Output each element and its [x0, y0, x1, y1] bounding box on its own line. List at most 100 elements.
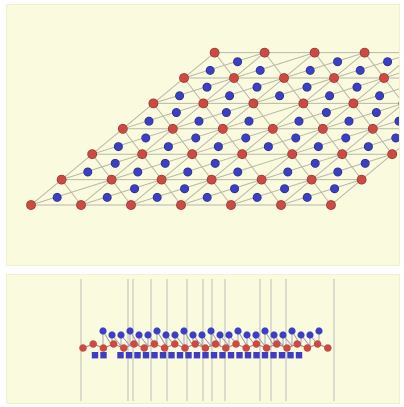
red-atom	[367, 123, 378, 134]
blue-atom	[108, 331, 116, 339]
blue-atom	[91, 352, 99, 359]
red-atom	[259, 47, 270, 58]
blue-atom	[144, 331, 152, 339]
red-atom	[137, 149, 148, 160]
blue-atom	[189, 331, 197, 339]
bond	[283, 52, 315, 79]
blue-atom	[202, 352, 209, 359]
blue-atom	[352, 82, 362, 92]
red-atom	[252, 340, 261, 348]
bond	[214, 52, 235, 79]
blue-atom	[244, 116, 254, 126]
blue-atom	[194, 116, 204, 126]
red-atom	[181, 344, 189, 352]
blue-atom	[383, 57, 393, 67]
bond	[311, 153, 343, 180]
bond	[222, 103, 254, 130]
blue-atom	[102, 192, 112, 202]
guide-lines	[80, 279, 335, 401]
blue-atom	[160, 158, 170, 168]
bond	[111, 179, 132, 206]
red-atom	[256, 174, 267, 185]
blue-atom	[241, 133, 251, 143]
blue-atom	[233, 57, 243, 67]
bond	[172, 128, 193, 155]
bond	[330, 179, 362, 206]
blue-atom	[252, 331, 260, 339]
bond	[383, 64, 399, 79]
blue-atom	[234, 327, 242, 335]
bond	[333, 77, 354, 104]
bond	[311, 179, 332, 206]
red-atom	[248, 98, 259, 109]
bond	[153, 103, 174, 130]
bond	[372, 120, 399, 130]
bond	[372, 106, 399, 130]
bond	[122, 103, 154, 130]
red-atom	[309, 47, 320, 58]
blue-atom	[193, 352, 201, 359]
bond	[203, 103, 224, 130]
blue-atom	[302, 82, 312, 92]
blue-atom	[270, 352, 277, 359]
red-atom	[329, 73, 339, 83]
blue-atom	[291, 133, 301, 143]
bond	[153, 77, 185, 104]
blue-atom	[227, 352, 235, 359]
blue-atom	[252, 192, 262, 202]
red-atom	[56, 174, 67, 185]
bond	[291, 128, 324, 155]
bond	[272, 103, 304, 130]
blue-atom	[294, 116, 304, 126]
blue-atom	[163, 142, 173, 152]
blue-atom	[100, 352, 107, 359]
red-atom	[209, 47, 220, 58]
red-atom	[109, 340, 118, 348]
blue-atom	[183, 167, 193, 177]
red-atom	[156, 174, 167, 185]
red-atom	[206, 174, 217, 185]
blue-atom	[255, 65, 265, 75]
bond	[233, 52, 265, 79]
blue-atom	[243, 331, 251, 339]
blue-atom	[225, 331, 233, 339]
bond	[141, 128, 174, 155]
blue-atom	[355, 65, 365, 75]
blue-atom	[110, 158, 120, 168]
red-atom	[179, 73, 189, 83]
bond	[30, 179, 62, 206]
blue-atom	[168, 352, 175, 359]
bond	[161, 179, 182, 206]
blue-atom	[151, 352, 158, 359]
red-atom	[222, 344, 230, 352]
blue-atom	[244, 352, 252, 359]
bond	[361, 153, 393, 180]
blue-atom	[287, 352, 294, 359]
red-atom	[306, 174, 317, 185]
bond	[341, 153, 362, 180]
blue-atom	[162, 331, 170, 339]
blue-atom	[333, 167, 343, 177]
bond	[372, 128, 393, 155]
red-atom	[293, 340, 302, 348]
red-atom	[198, 98, 209, 109]
blue-atom	[153, 327, 161, 335]
red-atom	[356, 174, 367, 185]
red-atom	[130, 340, 138, 348]
bond	[291, 153, 312, 180]
red-atom	[167, 123, 178, 134]
bond	[314, 52, 335, 79]
bond	[230, 179, 262, 206]
bond	[203, 77, 235, 104]
bond	[261, 179, 282, 206]
red-atom	[359, 47, 370, 58]
side-view-panel	[6, 274, 400, 404]
red-atom	[117, 123, 128, 134]
bond	[191, 153, 212, 180]
bond	[91, 128, 124, 155]
red-atom	[242, 344, 250, 352]
red-atom	[140, 344, 148, 352]
bond	[233, 77, 254, 104]
blue-atom	[152, 192, 162, 202]
bond	[211, 179, 232, 206]
